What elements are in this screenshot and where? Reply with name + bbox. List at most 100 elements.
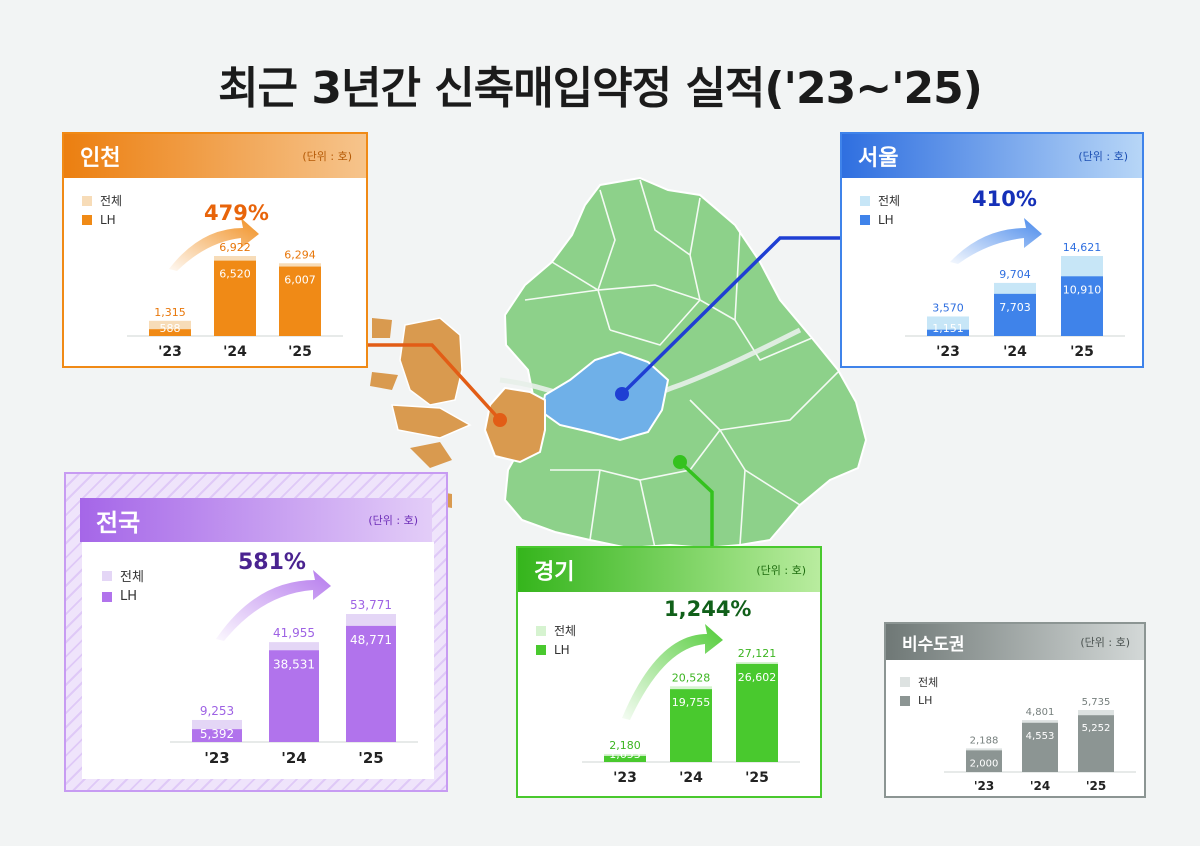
- legend-lh: LH: [82, 213, 122, 227]
- page-title: 최근 3년간 신축매입약정 실적('23~'25): [218, 63, 983, 114]
- total-value-label: 1,315: [154, 306, 186, 319]
- growth-rate-label: 479%: [204, 201, 269, 225]
- lh-value-label: 26,602: [738, 671, 777, 684]
- legend-total-label: 전체: [554, 624, 577, 638]
- incheon-connector: [368, 343, 502, 422]
- bar-lh-24: [214, 260, 256, 336]
- incheon-marker: [493, 413, 507, 427]
- gyeonggi-header: 경기 (단위 : 호): [518, 548, 820, 592]
- gyeonggi-connector: [678, 460, 714, 546]
- non-capital-legend: 전체 LH: [900, 674, 938, 711]
- x-tick-label: '23: [158, 344, 182, 360]
- legend-lh-label: LH: [120, 589, 138, 604]
- incheon-region: [483, 386, 546, 464]
- total-value-label: 14,621: [1063, 241, 1102, 254]
- non-capital-unit: (단위 : 호): [1080, 636, 1130, 649]
- growth-rate-label: 410%: [972, 187, 1037, 211]
- total-value-label: 6,922: [219, 241, 251, 254]
- bar-lh-23: [966, 750, 1002, 772]
- legend-lh: LH: [900, 694, 938, 707]
- growth-rate-label: 1,244%: [664, 597, 751, 621]
- bar-lh-23: [927, 329, 969, 336]
- lh-value-label: 19,755: [672, 696, 711, 709]
- total-value-label: 2,180: [609, 739, 641, 752]
- growth-rate-label: 581%: [238, 550, 306, 575]
- gyeonggi-unit: (단위 : 호): [756, 564, 806, 577]
- growth-arrow: [169, 218, 259, 271]
- non-capital-panel: 비수도권 (단위 : 호) 전체 LH 2,188 2,000 '23 4,801 4,…: [884, 622, 1146, 798]
- lh-value-label: 588: [160, 322, 181, 335]
- total-value-label: 2,188: [970, 735, 999, 746]
- gyeonggi-legend: 전체 LH: [536, 622, 576, 661]
- incheon-chart: 479% 1,315 588 '23 6,922 6,520 '24 6,294 6,007 '2…: [127, 201, 343, 360]
- x-tick-label: '23: [613, 770, 637, 786]
- bar-lh-25: [279, 266, 321, 336]
- gyeonggi-title: 경기: [534, 560, 575, 585]
- total-value-label: 27,121: [738, 647, 777, 660]
- seoul-marker: [615, 387, 629, 401]
- incheon-legend: 전체 LH: [82, 192, 122, 231]
- total-value-label: 9,704: [999, 268, 1031, 281]
- seoul-region: [540, 350, 670, 442]
- bar-lh-24: [670, 689, 712, 762]
- bar-lh-25: [1061, 276, 1103, 336]
- legend-lh: LH: [102, 589, 144, 604]
- lh-value-label: 10,910: [1063, 283, 1102, 296]
- growth-arrow: [622, 624, 723, 720]
- legend-lh-label: LH: [100, 213, 116, 227]
- legend-total-swatch: [900, 677, 910, 687]
- legend-lh-swatch: [536, 645, 546, 655]
- legend-lh-label: LH: [918, 694, 933, 707]
- incheon-title: 인천: [80, 146, 121, 171]
- bar-lh-23: [604, 755, 646, 762]
- national-panel: 전국 (단위 : 호) 전체 LH 581% 9,253 5,392 '23 41,95…: [64, 472, 448, 792]
- lh-value-label: 5,392: [200, 727, 234, 741]
- legend-lh-swatch: [102, 591, 112, 602]
- total-value-label: 3,570: [932, 301, 964, 314]
- lh-value-label: 4,553: [1026, 731, 1055, 742]
- legend-lh-label: LH: [878, 213, 894, 227]
- gyeonggi-panel: 경기 (단위 : 호) 전체 LH 1,244% 2,180 1,653 '23 20,…: [516, 546, 822, 798]
- x-tick-label: '25: [358, 749, 383, 767]
- legend-total: 전체: [536, 622, 576, 639]
- non-capital-header: 비수도권 (단위 : 호): [886, 624, 1144, 660]
- lh-value-label: 2,000: [970, 758, 999, 769]
- growth-arrow: [950, 218, 1042, 264]
- legend-lh: LH: [860, 213, 900, 227]
- national-header: 전국 (단위 : 호): [80, 498, 432, 542]
- lh-value-label: 6,520: [219, 268, 251, 281]
- total-value-label: 4,801: [1026, 707, 1055, 718]
- legend-total-swatch: [82, 195, 92, 206]
- x-tick-label: '24: [223, 344, 247, 360]
- legend-total-swatch: [860, 195, 870, 206]
- x-tick-label: '25: [745, 770, 769, 786]
- x-tick-label: '25: [1086, 779, 1106, 793]
- x-tick-label: '23: [204, 749, 229, 767]
- x-tick-label: '25: [1070, 344, 1094, 360]
- seoul-legend: 전체 LH: [860, 192, 900, 231]
- legend-total-swatch: [102, 570, 112, 581]
- seoul-unit: (단위 : 호): [1078, 150, 1128, 163]
- x-tick-label: '24: [281, 749, 306, 767]
- x-tick-label: '24: [1030, 779, 1050, 793]
- lh-value-label: 1,151: [932, 322, 964, 335]
- lh-value-label: 5,252: [1082, 723, 1111, 734]
- seoul-title: 서울: [858, 146, 899, 171]
- national-chart: 581% 9,253 5,392 '23 41,955 38,531 '24 53,771 48…: [170, 550, 418, 767]
- bar-lh-23: [149, 329, 191, 336]
- x-tick-label: '23: [936, 344, 960, 360]
- seoul-connector: [620, 236, 842, 396]
- seoul-chart: 410% 3,570 1,151 '23 9,704 7,703 '24 14,621 10,9…: [905, 187, 1125, 360]
- legend-lh-swatch: [900, 695, 910, 706]
- legend-lh: LH: [536, 643, 576, 657]
- legend-total-swatch: [536, 625, 546, 636]
- legend-total-label: 전체: [120, 570, 144, 585]
- national-unit: (단위 : 호): [368, 514, 418, 527]
- x-tick-label: '24: [1003, 344, 1027, 360]
- legend-total-label: 전체: [100, 194, 123, 208]
- legend-total-label: 전체: [878, 194, 901, 208]
- growth-arrow: [216, 570, 331, 641]
- legend-total: 전체: [860, 192, 900, 209]
- total-value-label: 53,771: [350, 598, 392, 612]
